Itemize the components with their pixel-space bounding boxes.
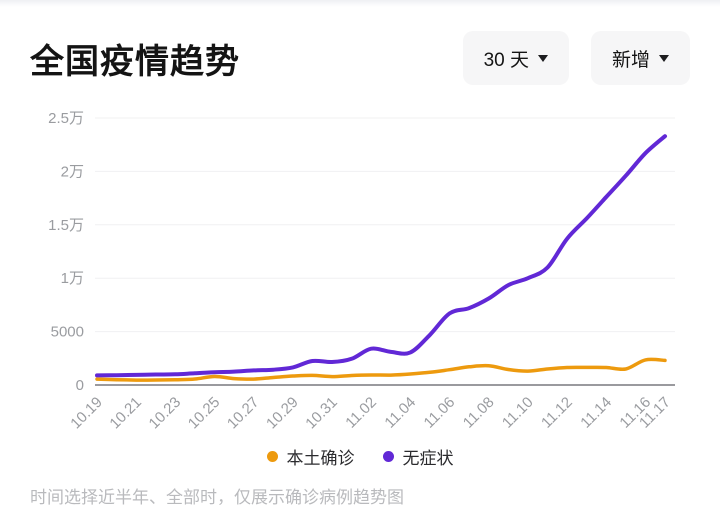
metric-dropdown-label: 新增 xyxy=(611,49,650,71)
x-axis-label: 10.25 xyxy=(185,394,224,433)
x-axis-label: 11.10 xyxy=(499,394,537,432)
chevron-down-icon xyxy=(659,54,669,62)
top-divider xyxy=(0,0,720,7)
chart-area[interactable]: 0 5000 1万 1.5万 2万 2.5万 10.19 10.21 10.23 10.25 10.… xyxy=(0,100,720,445)
series-line-0[interactable] xyxy=(95,357,667,382)
y-axis-label: 1万 xyxy=(61,270,84,287)
x-axis-label: 10.21 xyxy=(106,394,145,433)
x-axis-label: 10.29 xyxy=(263,394,302,433)
x-axis-label: 10.31 xyxy=(302,394,341,433)
x-axis-label: 10.23 xyxy=(146,394,185,433)
y-axis-label: 2.5万 xyxy=(48,110,84,127)
page-title: 全国疫情趋势 xyxy=(30,42,240,81)
x-axis-label: 11.02 xyxy=(342,394,380,432)
y-axis-label: 0 xyxy=(76,377,84,394)
x-axis-label: 11.08 xyxy=(460,394,498,432)
x-axis-label: 10.19 xyxy=(67,394,106,433)
x-axis-label: 11.12 xyxy=(538,394,576,432)
x-axis-label: 11.04 xyxy=(381,394,419,432)
legend-dot-icon xyxy=(382,450,394,462)
legend-label: 本土确诊 xyxy=(286,448,355,468)
legend-item-1[interactable]: 无症状 xyxy=(382,444,454,469)
footnote: 时间选择近半年、全部时，仅展示确诊病例趋势图 xyxy=(30,488,404,507)
legend-label: 无症状 xyxy=(402,448,454,468)
x-axis-label: 11.06 xyxy=(421,394,459,432)
x-axis-label: 10.27 xyxy=(224,394,263,433)
y-axis-label: 1.5万 xyxy=(48,217,84,234)
legend-dot-icon xyxy=(266,450,278,462)
y-axis-label: 2万 xyxy=(61,163,84,180)
header: 全国疫情趋势 30 天 新增 xyxy=(30,30,690,86)
metric-dropdown[interactable]: 新增 xyxy=(590,31,690,85)
time-range-dropdown[interactable]: 30 天 xyxy=(462,31,569,85)
legend-item-0[interactable]: 本土确诊 xyxy=(266,444,355,469)
x-axis-label: 11.14 xyxy=(577,394,615,432)
header-controls: 30 天 新增 xyxy=(462,31,690,85)
chart-legend: 本土确诊 无症状 xyxy=(0,444,720,469)
chevron-down-icon xyxy=(537,54,548,62)
series-line-1[interactable] xyxy=(95,134,667,378)
y-axis-label: 5000 xyxy=(51,324,84,341)
time-range-dropdown-label: 30 天 xyxy=(483,49,529,71)
